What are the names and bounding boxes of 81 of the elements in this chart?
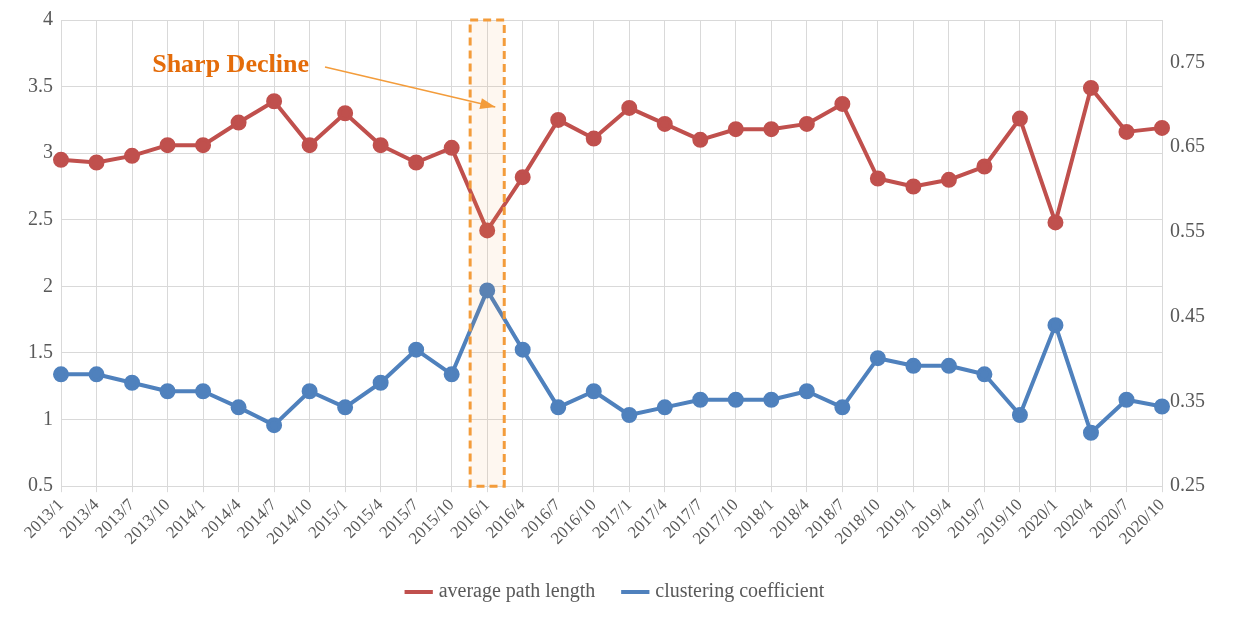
y2-tick-label: 0.45 bbox=[1170, 303, 1205, 326]
point bbox=[479, 282, 496, 299]
point bbox=[1118, 391, 1135, 408]
annotation: Sharp Decline bbox=[152, 48, 309, 78]
point bbox=[301, 383, 318, 400]
point bbox=[408, 341, 425, 358]
point bbox=[479, 222, 496, 239]
point bbox=[1118, 123, 1135, 140]
point bbox=[1082, 79, 1099, 96]
point bbox=[798, 383, 815, 400]
point bbox=[621, 406, 638, 423]
point bbox=[443, 139, 460, 156]
point bbox=[727, 391, 744, 408]
point bbox=[230, 399, 247, 416]
point bbox=[443, 366, 460, 383]
y-tick-label: 0.5 bbox=[28, 473, 53, 496]
point bbox=[763, 121, 780, 138]
point bbox=[763, 391, 780, 408]
point bbox=[124, 147, 141, 164]
y2-tick-label: 0.55 bbox=[1170, 219, 1205, 242]
point bbox=[514, 341, 531, 358]
point bbox=[905, 357, 922, 374]
point bbox=[124, 374, 141, 391]
legend-label: average path length bbox=[438, 579, 596, 603]
point bbox=[940, 357, 957, 374]
point bbox=[550, 399, 567, 416]
point bbox=[656, 115, 673, 132]
y-tick-label: 3 bbox=[43, 140, 53, 163]
point bbox=[159, 137, 176, 154]
y2-tick-label: 0.35 bbox=[1170, 388, 1205, 411]
point bbox=[53, 151, 69, 168]
point bbox=[976, 158, 993, 175]
y2-tick-label: 0.75 bbox=[1170, 49, 1205, 72]
point bbox=[230, 114, 247, 131]
point bbox=[372, 137, 389, 154]
y2-tick-label: 0.25 bbox=[1170, 473, 1205, 496]
point bbox=[798, 115, 815, 132]
point bbox=[834, 399, 851, 416]
point bbox=[1047, 317, 1064, 334]
point bbox=[905, 178, 922, 195]
point bbox=[621, 99, 638, 116]
y-tick-label: 4 bbox=[43, 7, 53, 30]
point bbox=[53, 366, 69, 383]
point bbox=[1011, 110, 1028, 127]
y-tick-label: 1 bbox=[43, 406, 53, 429]
point bbox=[550, 111, 567, 128]
point bbox=[195, 383, 212, 400]
point bbox=[869, 170, 886, 187]
point bbox=[337, 105, 354, 122]
point bbox=[940, 171, 957, 188]
point bbox=[195, 137, 212, 154]
point bbox=[514, 169, 531, 186]
point bbox=[656, 399, 673, 416]
point bbox=[266, 417, 283, 434]
y-tick-label: 3.5 bbox=[28, 73, 53, 96]
point bbox=[1154, 119, 1170, 136]
point bbox=[88, 366, 105, 383]
point bbox=[408, 154, 425, 171]
point bbox=[869, 350, 886, 367]
point bbox=[88, 154, 105, 171]
point bbox=[834, 95, 851, 112]
point bbox=[1011, 406, 1028, 423]
point bbox=[372, 374, 389, 391]
y-tick-label: 2 bbox=[43, 273, 53, 296]
point bbox=[266, 93, 283, 110]
point bbox=[976, 366, 993, 383]
point bbox=[585, 383, 602, 400]
legend-label: clustering coefficient bbox=[655, 579, 825, 603]
point bbox=[337, 399, 354, 416]
point bbox=[692, 131, 709, 148]
point bbox=[1047, 214, 1064, 231]
point bbox=[727, 121, 744, 138]
point bbox=[1082, 424, 1099, 441]
y-tick-label: 2.5 bbox=[28, 207, 53, 230]
y-tick-label: 1.5 bbox=[28, 340, 53, 363]
point bbox=[159, 383, 176, 400]
y2-tick-label: 0.65 bbox=[1170, 134, 1205, 157]
point bbox=[585, 130, 602, 147]
point bbox=[1154, 398, 1170, 415]
point bbox=[301, 137, 318, 154]
point bbox=[692, 391, 709, 408]
